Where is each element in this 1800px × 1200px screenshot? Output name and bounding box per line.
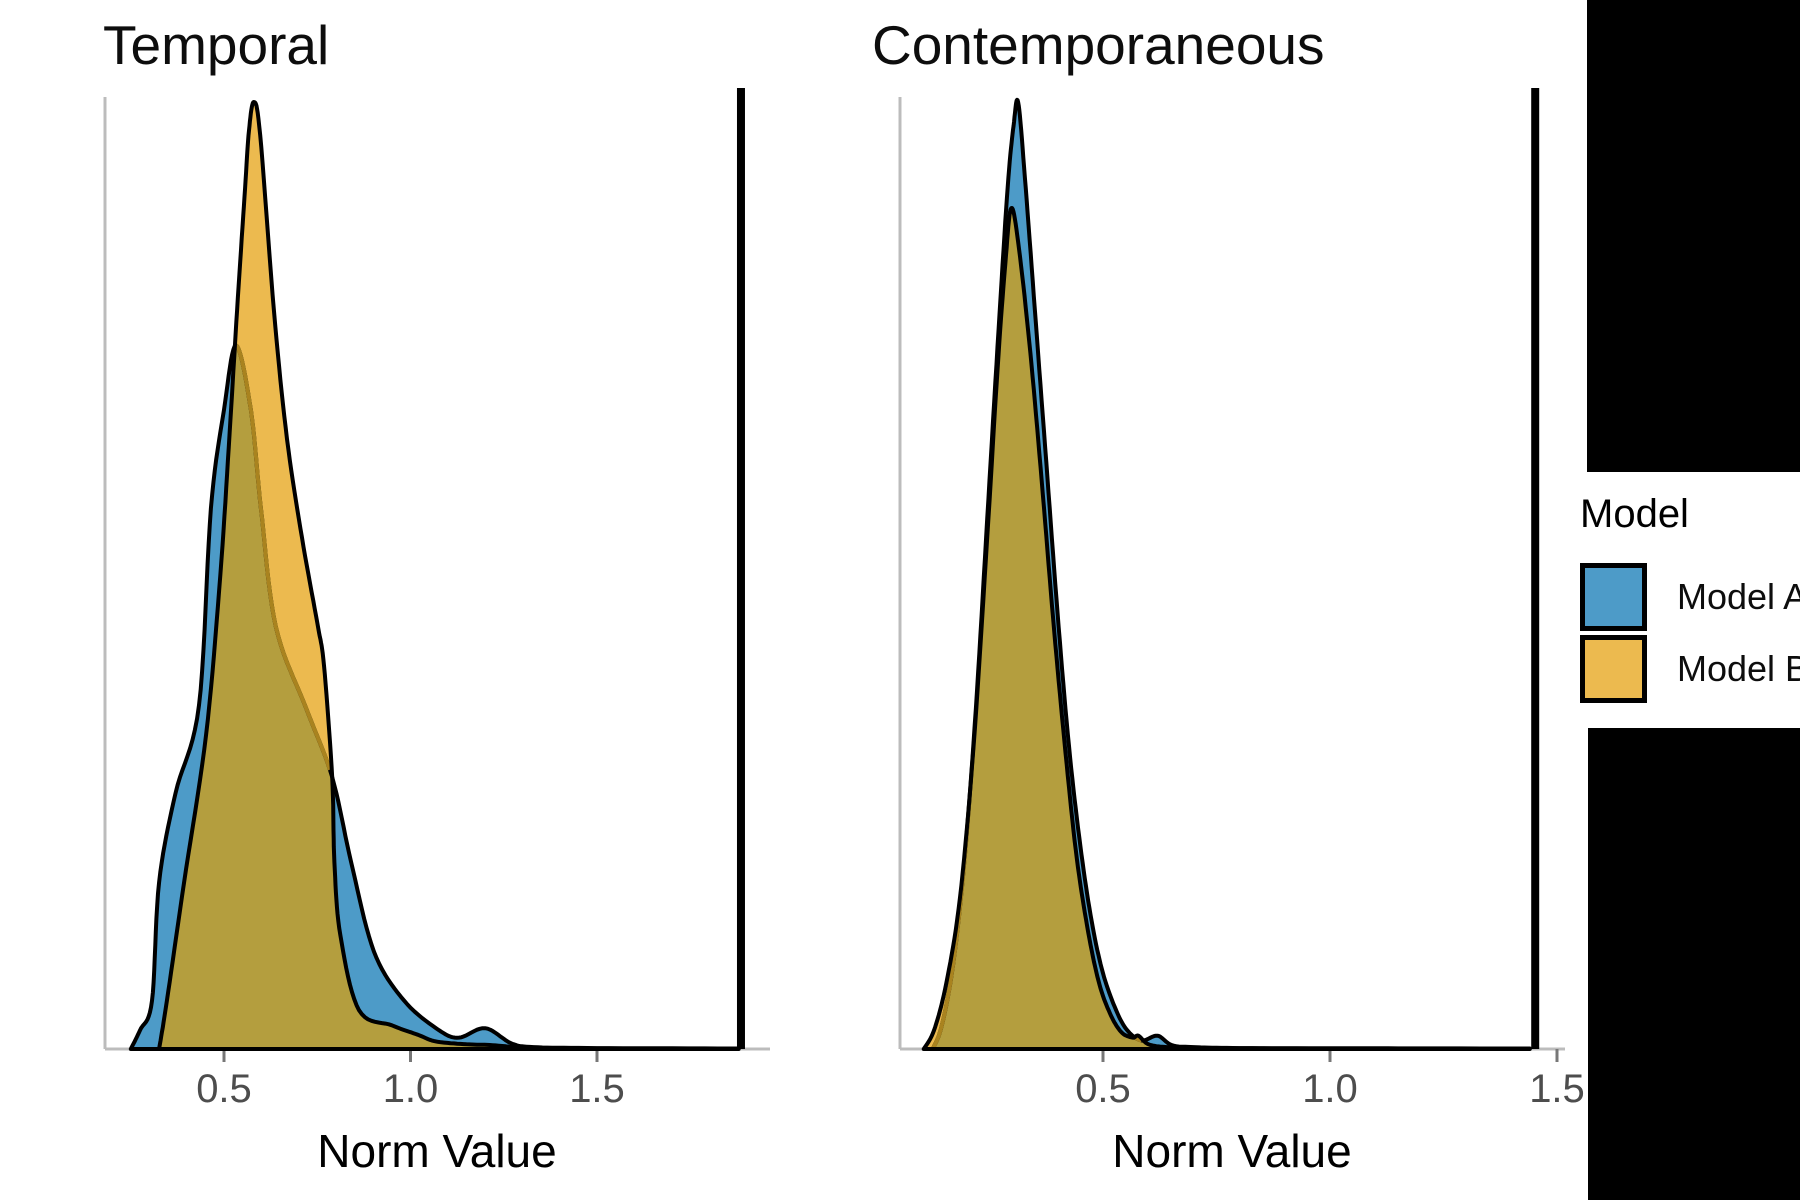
redaction-box-top [1587, 0, 1800, 472]
density-overlap-area [159, 345, 522, 1049]
x-tick-label: 0.5 [196, 1067, 252, 1111]
legend-label-model-a: Model A [1677, 576, 1800, 617]
x-axis-title-left: Norm Value [317, 1125, 557, 1177]
density-outline-model-b [921, 206, 1332, 1051]
legend-swatch-model-b [1580, 635, 1647, 703]
legend-item-model-a: Model A [1580, 563, 1800, 631]
legend-item-model-b: Model B [1580, 635, 1800, 703]
x-tick-label: 1.5 [1529, 1067, 1585, 1111]
legend: Model Model A Model B [1578, 492, 1800, 703]
density-outline-model-a-covered [234, 343, 332, 771]
legend-swatch-model-a [1580, 563, 1647, 631]
plot-title-temporal: Temporal [103, 14, 330, 76]
x-tick-label: 0.5 [1075, 1067, 1131, 1111]
x-tick-label: 1.0 [382, 1067, 439, 1111]
redaction-box-bottom [1588, 728, 1800, 1200]
x-tick-label: 1.5 [569, 1067, 625, 1111]
plot-title-contemporaneous: Contemporaneous [872, 14, 1325, 76]
density-overlap-area [933, 208, 1330, 1049]
density-outline-model-b [157, 100, 525, 1051]
legend-label-model-b: Model B [1677, 648, 1800, 689]
x-tick-label: 1.0 [1302, 1067, 1358, 1111]
legend-title: Model [1580, 492, 1689, 536]
x-axis-title-right: Norm Value [1112, 1125, 1352, 1177]
